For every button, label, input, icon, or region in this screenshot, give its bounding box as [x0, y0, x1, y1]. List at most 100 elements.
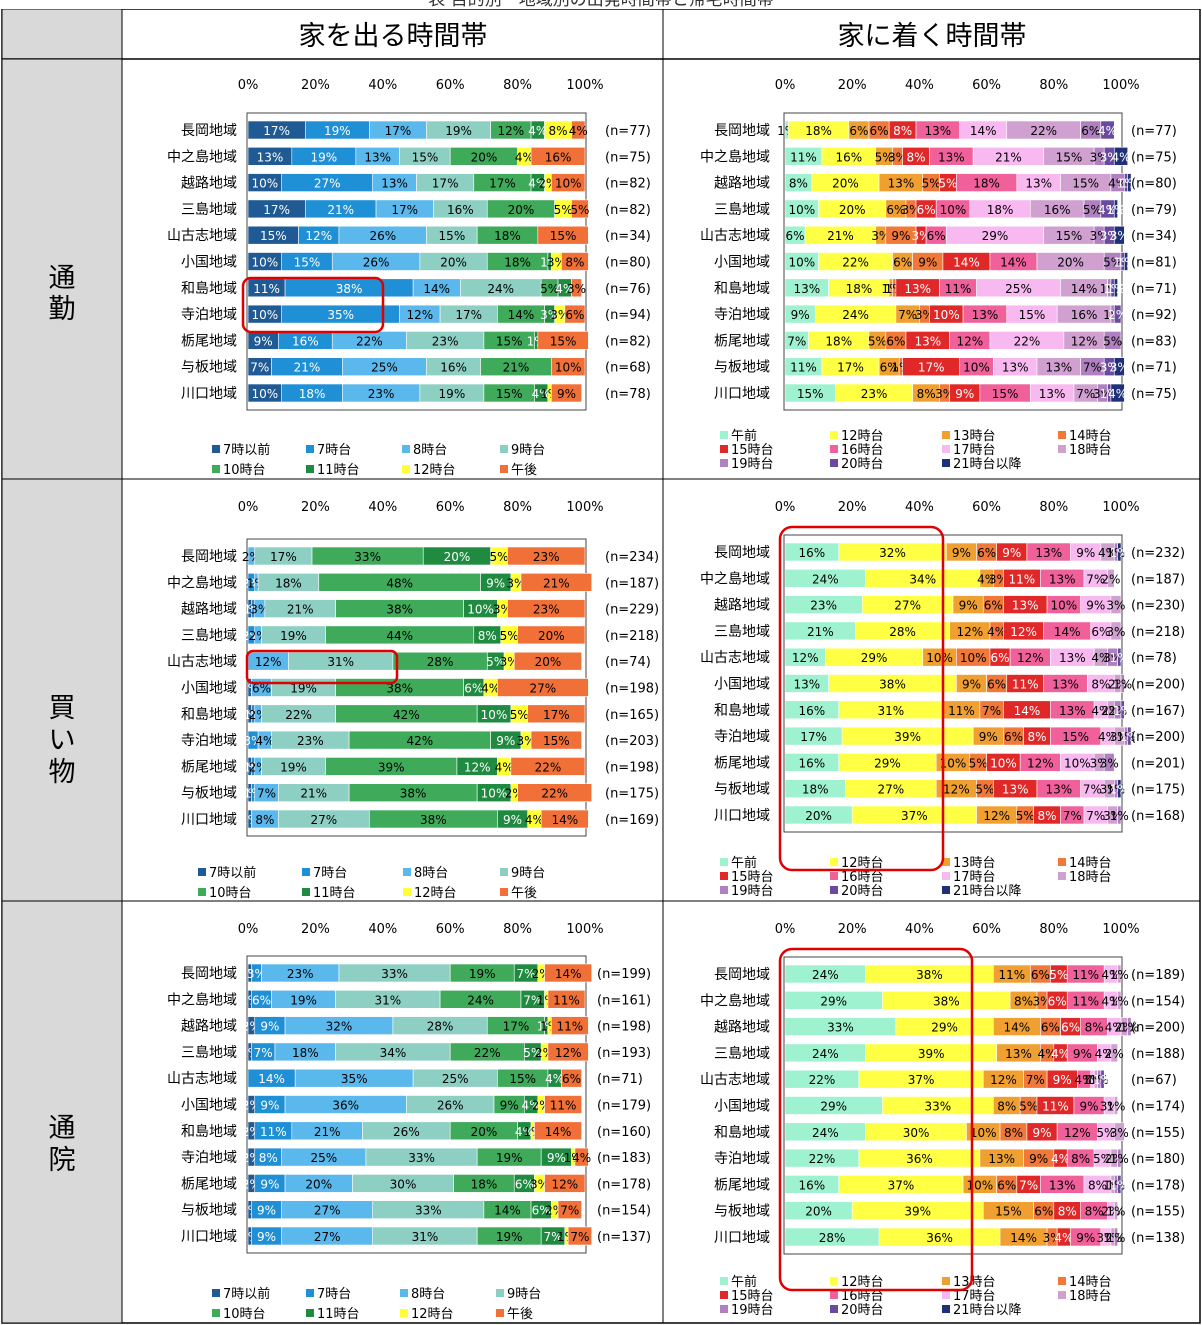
data-label: 10%	[467, 603, 494, 617]
data-label: 17%	[455, 308, 482, 322]
tick-label: 20%	[838, 922, 867, 937]
data-label: 26%	[437, 1099, 464, 1113]
data-label: 7%	[257, 787, 276, 801]
data-label: 33%	[408, 1151, 435, 1165]
data-label: 4%	[528, 177, 547, 191]
data-label: 12%	[1017, 651, 1044, 665]
data-label: 35%	[341, 1072, 368, 1086]
data-label: 7%	[1086, 572, 1105, 586]
data-label: 18%	[471, 1177, 498, 1191]
data-label: 27%	[530, 682, 557, 696]
section-label-shopping-1: 買	[49, 693, 76, 724]
data-label: 8%	[549, 124, 568, 138]
data-label: 6%	[1081, 124, 1100, 138]
bar-segment	[544, 1174, 586, 1193]
n-label: (n=232)	[1131, 546, 1185, 561]
data-label: 5%	[510, 708, 529, 722]
category-label: 長岡地域	[714, 545, 770, 561]
data-label: 4%	[987, 625, 1006, 639]
data-label: 15%	[797, 387, 824, 401]
chart-panel-5: 0% 20% 40% 60% 80% 100%長岡地域 1%3% 23% 33% 19% 7%2% 1…	[167, 922, 651, 1322]
legend-swatch	[830, 1277, 838, 1285]
legend-label: 12時台	[841, 856, 884, 871]
bar-segment	[1100, 1069, 1105, 1089]
n-label: (n=82)	[605, 203, 651, 218]
n-label: (n=175)	[1131, 783, 1185, 798]
bar-segment	[574, 1147, 589, 1167]
data-label: 23%	[368, 387, 395, 401]
data-label: 8%	[1085, 1205, 1104, 1219]
data-label: 5%	[1049, 968, 1068, 982]
data-label: 6%	[1061, 1021, 1080, 1035]
data-label: 9%	[254, 334, 273, 348]
legend-label: 19時台	[731, 884, 774, 899]
data-label: 6%	[252, 993, 271, 1007]
tick-label: 100%	[566, 78, 603, 93]
n-label: (n=175)	[605, 787, 659, 802]
data-label: 5%	[1103, 256, 1122, 270]
category-label: 与板地域	[181, 360, 237, 376]
tick-label: 60%	[972, 78, 1001, 93]
data-label: 39%	[894, 730, 921, 744]
data-label: 6%	[849, 124, 868, 138]
data-label: 14%	[1004, 1021, 1031, 1035]
data-label: 10%	[940, 756, 967, 770]
data-label: 4%	[515, 1125, 534, 1139]
n-label: (n=155)	[1131, 1126, 1185, 1141]
bar-segment	[1110, 595, 1122, 614]
data-label: 13%	[972, 308, 999, 322]
data-label: 10%	[990, 756, 1017, 770]
data-label: 11%	[790, 361, 817, 375]
data-label: 4%	[1051, 1152, 1070, 1166]
legend-label: 18時台	[1069, 443, 1112, 458]
data-label: 13%	[988, 1152, 1015, 1166]
bar-segment	[1117, 779, 1122, 799]
legend-swatch	[720, 431, 728, 439]
data-label: 9%	[260, 1177, 279, 1191]
legend-swatch	[400, 1289, 408, 1297]
data-label: 21%	[807, 625, 834, 639]
n-label: (n=138)	[1131, 1231, 1185, 1246]
n-label: (n=78)	[605, 387, 651, 402]
data-label: 8%	[1085, 1021, 1104, 1035]
data-label: 33%	[827, 1021, 854, 1035]
category-label: 中之島地域	[167, 992, 237, 1008]
data-label: 4%	[1098, 203, 1117, 217]
data-label: 13%	[1025, 177, 1052, 191]
legend-swatch	[830, 459, 838, 467]
legend-label: 13時台	[953, 856, 996, 871]
data-label: 14%	[1071, 282, 1098, 296]
data-label: 14%	[953, 256, 980, 270]
data-label: 20%	[471, 1125, 498, 1139]
category-label: 中之島地域	[167, 149, 237, 165]
data-label: 1%	[1093, 1073, 1112, 1087]
n-label: (n=82)	[605, 177, 651, 192]
category-label: 与板地域	[181, 1203, 237, 1219]
data-label: 14%	[1000, 256, 1027, 270]
data-label: 15%	[550, 229, 577, 243]
data-label: 9%	[500, 1099, 519, 1113]
data-label: 1%	[1110, 994, 1129, 1008]
data-label: 12%	[498, 124, 525, 138]
data-label: 4%	[977, 572, 996, 586]
legend-label: 19時台	[731, 457, 774, 472]
legend-swatch	[212, 1309, 220, 1317]
legend-swatch	[306, 1309, 314, 1317]
data-label: 10%	[252, 387, 279, 401]
data-label: 14%	[555, 967, 582, 981]
tick-label: 0%	[238, 922, 259, 937]
data-label: 14%	[1054, 625, 1081, 639]
data-label: 13%	[364, 150, 391, 164]
tick-label: 0%	[775, 78, 796, 93]
tick-label: 100%	[1102, 500, 1139, 515]
data-label: 39%	[378, 760, 405, 774]
data-label: 17%	[432, 177, 459, 191]
data-label: 12%	[305, 229, 332, 243]
legend-swatch	[496, 1289, 504, 1297]
data-label: 20%	[305, 1177, 332, 1191]
tick-label: 0%	[238, 78, 259, 93]
bar-segment	[571, 278, 582, 298]
highlight-commute-7h	[241, 276, 385, 334]
bar-segment	[1110, 1043, 1118, 1063]
data-label: 12%	[990, 1073, 1017, 1087]
